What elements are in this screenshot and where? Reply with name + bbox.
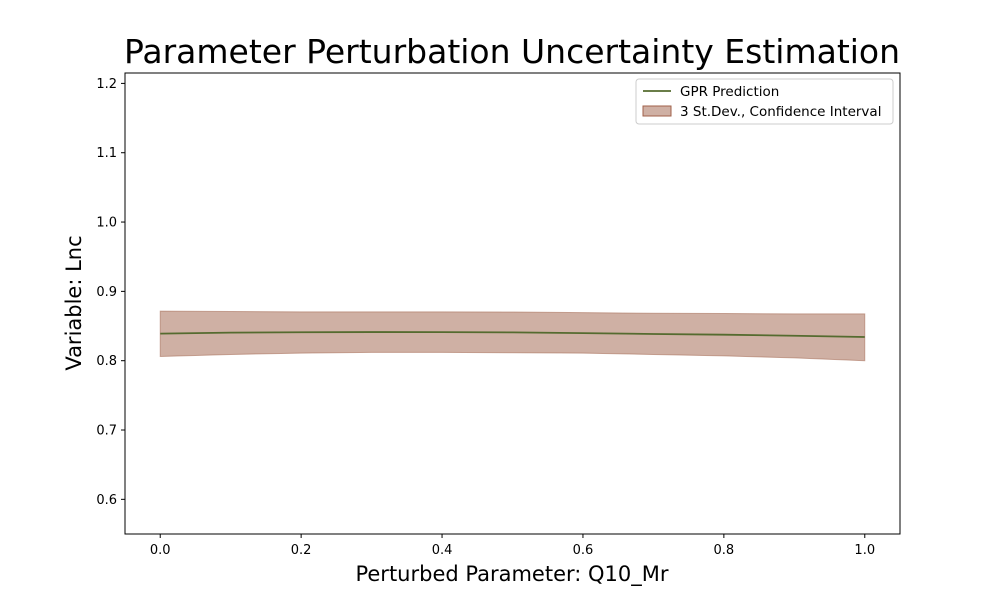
prediction-line (160, 331, 865, 338)
y-tick-label: 1.0 (96, 216, 117, 231)
legend-band-swatch (642, 105, 672, 117)
plot-frame (124, 72, 901, 535)
x-tick-label: 0.6 (573, 543, 594, 558)
x-axis: 0.0 0.2 0.4 0.6 0.8 1.0 (150, 534, 875, 558)
x-axis-label: Perturbed Parameter: Q10_Mr (355, 562, 668, 587)
plot-area (159, 310, 866, 362)
y-tick-label: 0.6 (96, 493, 117, 508)
y-tick-label: 0.7 (96, 424, 117, 439)
y-tick-label: 0.9 (96, 285, 117, 300)
y-tick-label: 1.2 (96, 77, 117, 92)
chart-title: Parameter Perturbation Uncertainty Estim… (124, 32, 900, 71)
legend: GPR Prediction 3 St.Dev., Confidence Int… (635, 78, 894, 125)
x-tick-label: 0.0 (150, 543, 171, 558)
y-axis: 0.6 0.7 0.8 0.9 1.0 1.1 1.2 (96, 77, 125, 508)
x-tick-label: 1.0 (854, 543, 875, 558)
y-tick-label: 1.1 (96, 146, 117, 161)
x-tick-label: 0.2 (291, 543, 312, 558)
y-axis-label: Variable: Lnc (62, 235, 86, 370)
confidence-band (159, 310, 866, 362)
legend-label-band: 3 St.Dev., Confidence Interval (680, 104, 881, 120)
y-tick-label: 0.8 (96, 354, 117, 369)
x-tick-label: 0.4 (432, 543, 453, 558)
legend-label-prediction: GPR Prediction (680, 84, 779, 100)
legend-box (635, 78, 894, 125)
x-tick-label: 0.8 (714, 543, 735, 558)
